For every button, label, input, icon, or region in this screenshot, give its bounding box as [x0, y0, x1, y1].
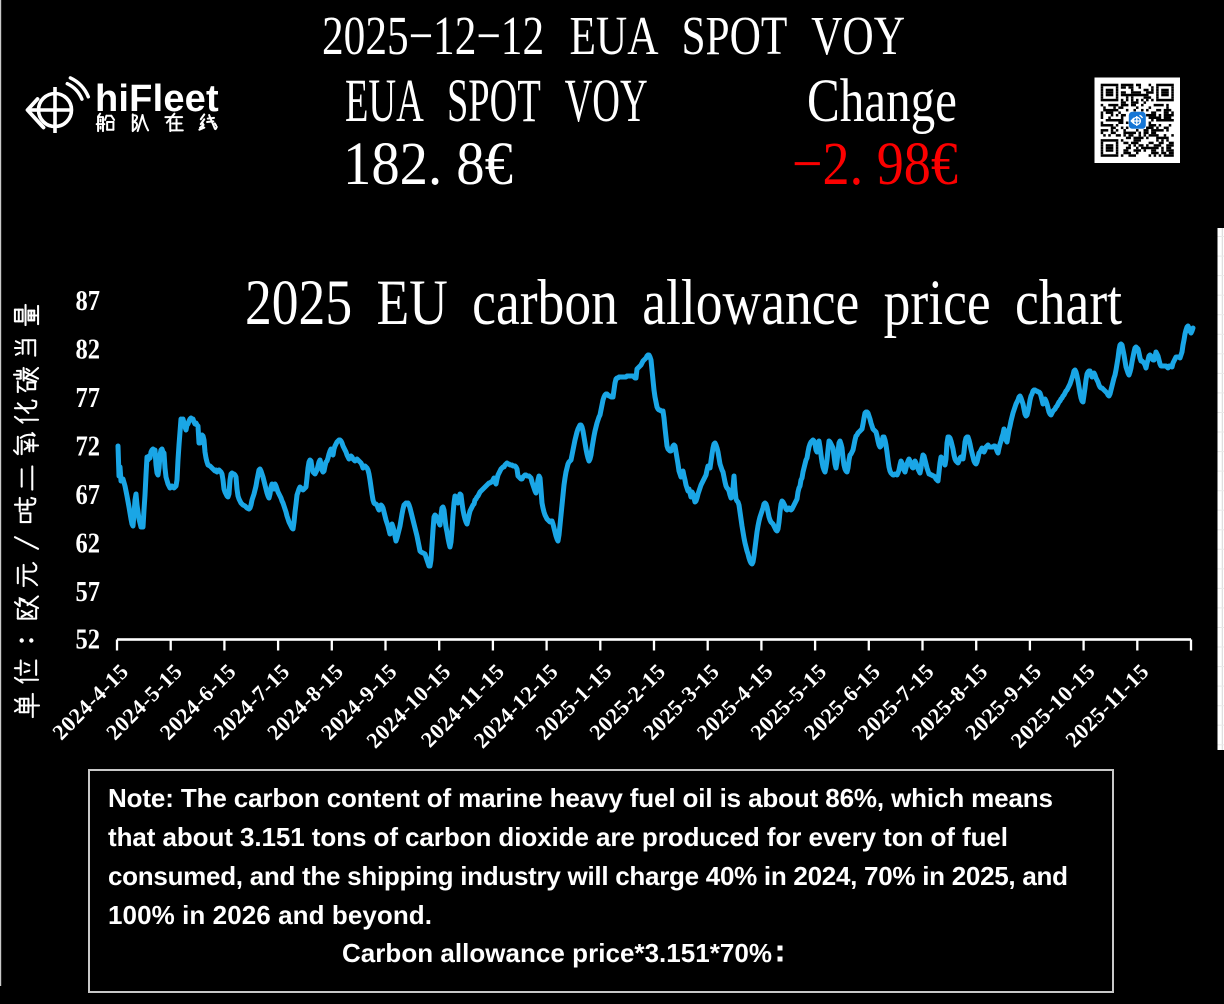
svg-text:87: 87	[76, 285, 100, 316]
svg-text:82: 82	[76, 334, 100, 365]
svg-text:hiFleet: hiFleet	[95, 78, 219, 120]
svg-text:Note: The carbon content of ma: Note: The carbon content of marine heavy…	[108, 783, 1053, 813]
svg-text:2025−12−12 EUA SPOT VOY: 2025−12−12 EUA SPOT VOY	[322, 5, 905, 66]
svg-text:57: 57	[76, 576, 100, 607]
svg-text:Carbon allowance price*3.151*7: Carbon allowance price*3.151*70%	[342, 938, 772, 968]
svg-text:62: 62	[76, 528, 100, 559]
svg-text:consumed, and the shipping ind: consumed, and the shipping industry will…	[108, 861, 1068, 891]
svg-text:100% in 2026 and beyond.: 100% in 2026 and beyond.	[108, 900, 432, 930]
svg-text:77: 77	[76, 382, 100, 413]
svg-text:2025 EU carbon allowance price: 2025 EU carbon allowance price chart	[245, 266, 1122, 338]
svg-text:52: 52	[76, 624, 100, 655]
svg-text:EUA SPOT VOY: EUA SPOT VOY	[345, 68, 648, 135]
svg-text:67: 67	[76, 479, 100, 510]
svg-text:Change: Change	[807, 67, 957, 134]
svg-text:that about 3.151 tons of carbo: that about 3.151 tons of carbon dioxide …	[108, 822, 1008, 852]
svg-text:182. 8€: 182. 8€	[343, 130, 513, 197]
svg-text:−2. 98€: −2. 98€	[792, 131, 958, 198]
svg-text:72: 72	[76, 431, 100, 462]
